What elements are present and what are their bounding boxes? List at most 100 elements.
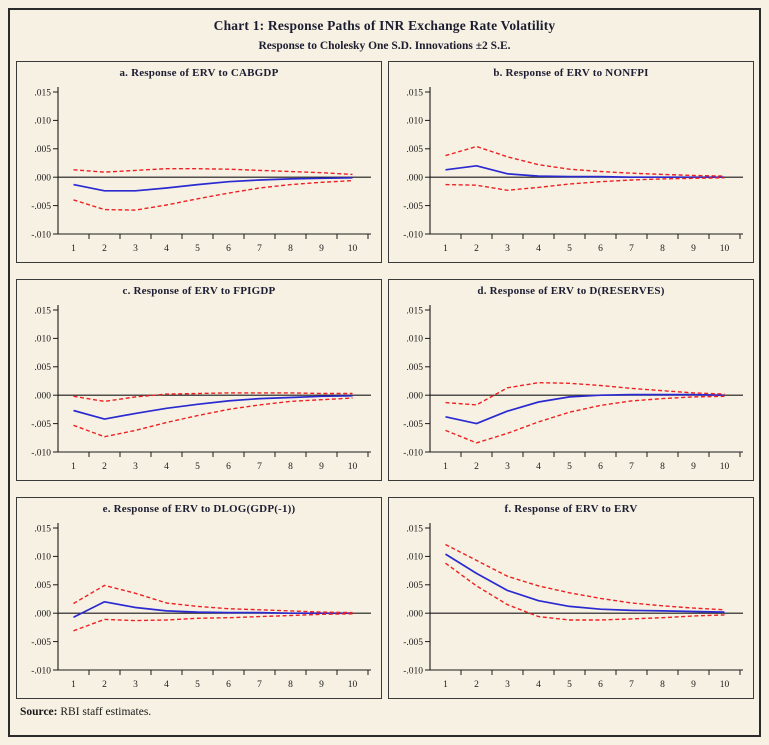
x-tick-label: 5 (195, 244, 200, 254)
x-tick-label: 7 (257, 244, 262, 254)
response-line-f (445, 553, 725, 613)
y-tick-label: .000 (406, 392, 423, 402)
y-tick-label: -.005 (31, 638, 51, 648)
x-tick-label: 4 (164, 244, 169, 254)
response-line-e (73, 600, 353, 618)
chart-panel-d: d. Response of ERV to D(RESERVES) .015.01… (388, 279, 754, 481)
response-line-b (445, 164, 725, 179)
y-tick-label: .005 (406, 363, 423, 373)
x-tick-label: 10 (720, 244, 730, 254)
x-tick-label: 3 (133, 462, 138, 472)
upper-band-line-c (73, 392, 353, 403)
x-tick-label: 6 (598, 244, 603, 254)
y-tick-label: .000 (34, 392, 51, 402)
x-tick-label: 9 (319, 462, 324, 472)
y-tick-label: .010 (406, 553, 423, 563)
y-tick-label: .005 (34, 363, 51, 373)
x-tick-label: 1 (443, 680, 448, 690)
x-tick-label: 4 (536, 462, 541, 472)
y-tick-label: .010 (406, 117, 423, 127)
x-tick-label: 5 (195, 680, 200, 690)
chart-panel-f: f. Response of ERV to ERV .015 .010 .005 .00… (388, 497, 754, 699)
x-tick-label: 9 (691, 680, 696, 690)
y-tick-label: .015 (34, 88, 51, 98)
panel-title-a: a. Response of ERV to CABGDP (119, 67, 279, 79)
x-tick-label: 8 (660, 680, 665, 690)
x-tick-label: 5 (567, 462, 572, 472)
x-tick-label: 9 (691, 462, 696, 472)
x-tick-label: 3 (505, 462, 510, 472)
upper-band-line-d (445, 381, 725, 406)
x-tick-label: 8 (288, 680, 293, 690)
x-tick-label: 4 (536, 244, 541, 254)
plot-area-f: .015 .010 .005 .000 -.005 -.010 1 2 3 4 5 6 7 8 9 10 (403, 523, 743, 690)
chart-panel-a: a. Response of ERV to CABGDP .015 .010 .005… (16, 61, 382, 263)
x-tick-label: 6 (226, 462, 231, 472)
response-line-a (73, 176, 353, 192)
panel-title-f: f. Response of ERV to ERV (504, 503, 638, 515)
response-line-c (73, 394, 353, 420)
page-title: Chart 1: Response Paths of INR Exchange … (213, 18, 556, 33)
x-tick-label: 6 (598, 680, 603, 690)
x-tick-label: 9 (319, 680, 324, 690)
upper-band-line-a (73, 167, 353, 176)
x-tick-label: 6 (226, 244, 231, 254)
x-tick-label: 8 (288, 462, 293, 472)
x-tick-label: 10 (348, 680, 358, 690)
x-tick-label: 7 (629, 462, 634, 472)
y-tick-label: -.010 (31, 666, 51, 676)
x-tick-label: 9 (319, 244, 324, 254)
y-tick-label: .000 (34, 610, 51, 620)
upper-band-line-e (73, 584, 353, 614)
x-tick-label: 3 (133, 680, 138, 690)
x-tick-label: 5 (567, 244, 572, 254)
y-tick-label: .015 (34, 306, 51, 316)
y-tick-label: .010 (406, 335, 423, 345)
lower-band-line-c (73, 397, 353, 438)
x-tick-label: 8 (288, 244, 293, 254)
x-tick-label: 5 (567, 680, 572, 690)
x-tick-label: 2 (474, 462, 479, 472)
y-tick-label: .000 (406, 174, 423, 184)
lower-band-line-d (445, 395, 725, 444)
x-tick-label: 6 (226, 680, 231, 690)
x-tick-label: 10 (720, 680, 730, 690)
x-tick-label: 9 (691, 244, 696, 254)
x-tick-label: 10 (348, 244, 358, 254)
x-tick-label: 2 (474, 244, 479, 254)
y-tick-label: .010 (34, 335, 51, 345)
plot-area-b: .015 .010 .005 .000 -.005 -.010 1 2 3 4 5 6 7 8 9 10 (403, 87, 743, 254)
lower-band-line-b (445, 177, 725, 192)
x-tick-label: 4 (164, 680, 169, 690)
y-tick-label: .000 (406, 610, 423, 620)
x-tick-label: 10 (348, 462, 358, 472)
x-tick-label: 1 (443, 244, 448, 254)
y-tick-label: -.005 (403, 420, 423, 430)
y-tick-label: .000 (34, 174, 51, 184)
x-tick-label: 4 (164, 462, 169, 472)
panel-title-d: d. Response of ERV to D(RESERVES) (477, 285, 665, 297)
lower-band-line-e (73, 613, 353, 632)
plot-area-e: .015 .010 .005 .000 -.005 -.010 1 2 3 4 5 6 7 8 9 10 (31, 523, 371, 690)
y-tick-label: -.005 (31, 420, 51, 430)
x-tick-label: 1 (71, 680, 76, 690)
y-tick-label: .005 (406, 145, 423, 155)
source-text: RBI staff estimates. (60, 706, 152, 718)
panel-title-e: e. Response of ERV to DLOG(GDP(-1)) (102, 503, 296, 515)
x-tick-label: 2 (474, 680, 479, 690)
x-tick-label: 3 (133, 244, 138, 254)
x-tick-label: 7 (629, 244, 634, 254)
y-tick-label: -.005 (403, 638, 423, 648)
x-tick-label: 2 (102, 462, 107, 472)
x-tick-label: 7 (629, 680, 634, 690)
x-tick-label: 7 (257, 680, 262, 690)
upper-band-line-f (445, 543, 725, 611)
x-tick-label: 1 (71, 462, 76, 472)
panel-title-c: c. Response of ERV to FPIGDP (122, 285, 276, 297)
y-tick-label: -.010 (403, 448, 423, 458)
panel-title-b: b. Response of ERV to NONFPI (493, 67, 649, 79)
y-tick-label: .005 (34, 581, 51, 591)
x-tick-label: 8 (660, 462, 665, 472)
x-tick-label: 1 (443, 462, 448, 472)
x-tick-label: 5 (195, 462, 200, 472)
